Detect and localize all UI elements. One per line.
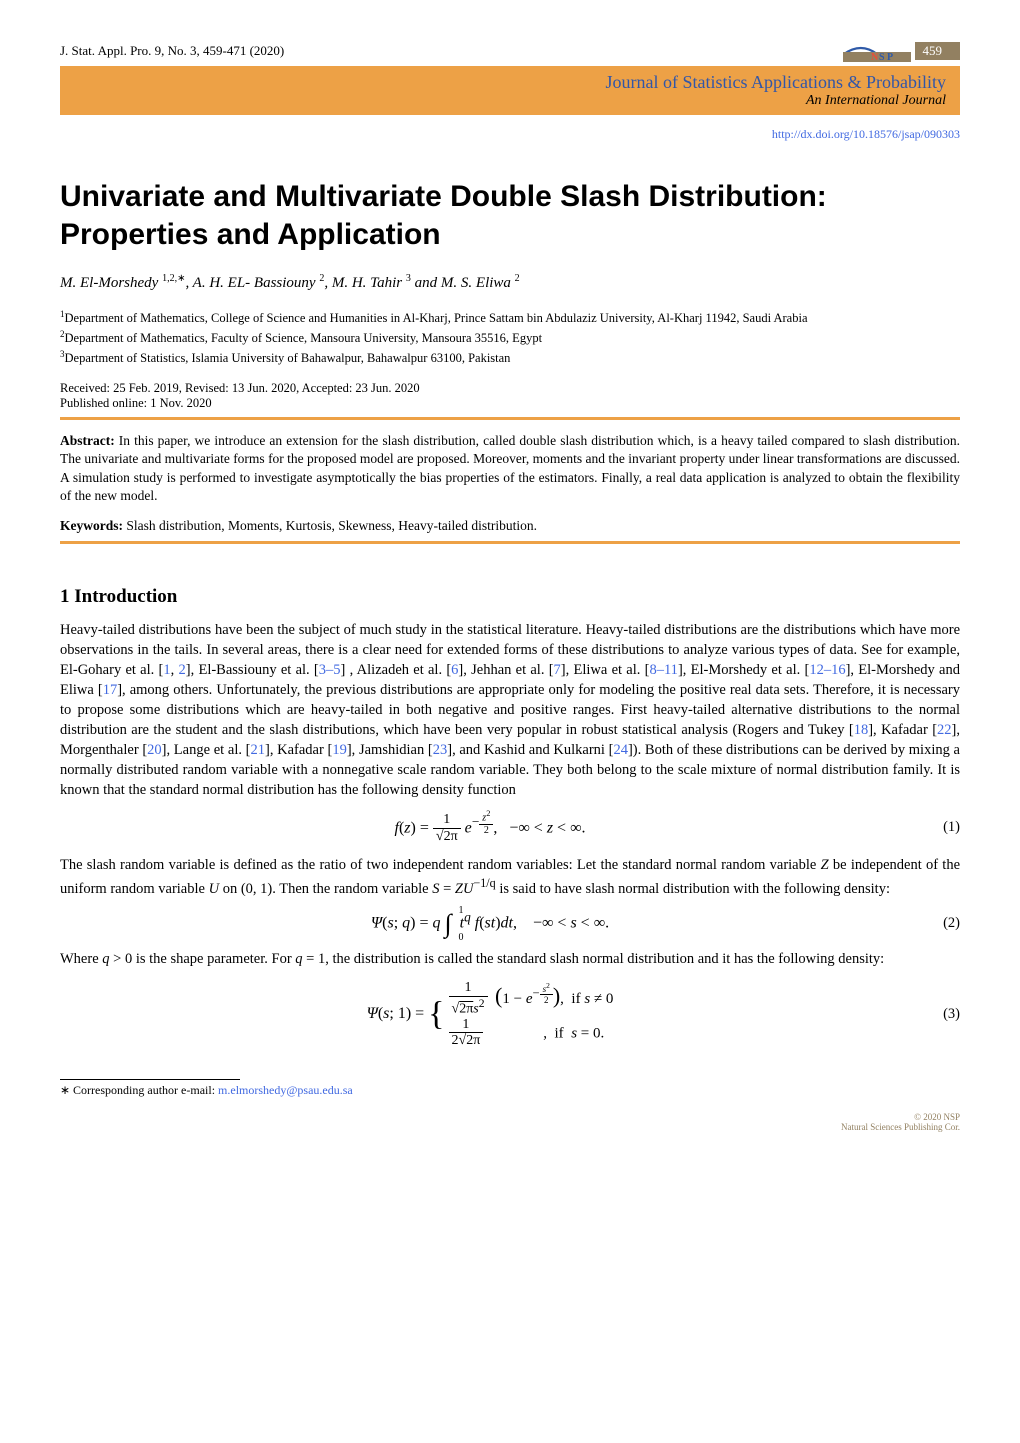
paper-title: Univariate and Multivariate Double Slash…: [60, 178, 960, 253]
abstract-text: In this paper, we introduce an extension…: [60, 433, 960, 503]
page-number: 459: [915, 42, 961, 60]
corresponding-label: ∗ Corresponding author e-mail:: [60, 1083, 218, 1097]
ref-6[interactable]: 6: [451, 662, 458, 678]
equation-2-number: (2): [920, 915, 960, 932]
affiliation-1: 1Department of Mathematics, College of S…: [60, 308, 960, 327]
footnote-rule: [60, 1079, 240, 1080]
journal-banner: Journal of Statistics Applications & Pro…: [60, 66, 960, 115]
intro-paragraph-1: Heavy-tailed distributions have been the…: [60, 620, 960, 800]
equation-3: Ψ(s; 1) = { 1√2πs2 (1 − e−s22), if s ≠ 0…: [60, 979, 960, 1050]
nsp-logo-icon: N S P: [843, 40, 911, 62]
svg-text:S P: S P: [879, 52, 893, 62]
authors-text: M. El-Morshedy: [60, 275, 158, 291]
intro-paragraph-2: The slash random variable is defined as …: [60, 855, 960, 899]
publisher-line: Natural Sciences Publishing Cor.: [60, 1122, 960, 1132]
received-revised-accepted: Received: 25 Feb. 2019, Revised: 13 Jun.…: [60, 381, 960, 396]
authors-line: M. El-Morshedy 1,2,∗, A. H. EL- Bassioun…: [60, 273, 960, 292]
section-1-heading: 1 Introduction: [60, 586, 960, 608]
journal-title: Journal of Statistics Applications & Pro…: [74, 72, 946, 93]
ref-22[interactable]: 22: [937, 722, 952, 738]
abstract-block: Abstract: In this paper, we introduce an…: [60, 432, 960, 505]
ref-3-5[interactable]: 3–5: [319, 662, 341, 678]
ref-8-11[interactable]: 8–11: [649, 662, 677, 678]
doi-link[interactable]: http://dx.doi.org/10.18576/jsap/090303: [60, 127, 960, 142]
affiliation-2: 2Department of Mathematics, Faculty of S…: [60, 328, 960, 347]
ref-1[interactable]: 1: [163, 662, 170, 678]
equation-2-body: Ψ(s; q) = q ∫ 1 0 tq f(st)dt, −∞ < s < ∞…: [60, 909, 920, 939]
ref-18[interactable]: 18: [854, 722, 869, 738]
svg-text:N: N: [871, 52, 879, 62]
published-online: Published online: 1 Nov. 2020: [60, 396, 960, 411]
copyright-block: © 2020 NSP Natural Sciences Publishing C…: [60, 1112, 960, 1132]
keywords-text: Slash distribution, Moments, Kurtosis, S…: [126, 518, 537, 533]
equation-1-number: (1): [920, 819, 960, 836]
corresponding-author: ∗ Corresponding author e-mail: m.elmorsh…: [60, 1083, 960, 1098]
keywords-block: Keywords: Slash distribution, Moments, K…: [60, 517, 960, 535]
intro-paragraph-3: Where q > 0 is the shape parameter. For …: [60, 949, 960, 969]
ref-23[interactable]: 23: [433, 742, 448, 758]
divider-bottom: [60, 541, 960, 544]
ref-12-16[interactable]: 12–16: [809, 662, 845, 678]
divider-top: [60, 417, 960, 420]
ref-7[interactable]: 7: [554, 662, 561, 678]
equation-3-number: (3): [920, 1006, 960, 1023]
ref-2[interactable]: 2: [179, 662, 186, 678]
corresponding-email[interactable]: m.elmorshedy@psau.edu.sa: [218, 1083, 353, 1097]
copyright-line: © 2020 NSP: [60, 1112, 960, 1122]
journal-reference: J. Stat. Appl. Pro. 9, No. 3, 459-471 (2…: [60, 43, 284, 59]
ref-20[interactable]: 20: [147, 742, 162, 758]
equation-1: f(z) = 1√2π e−z22, −∞ < z < ∞. (1): [60, 810, 960, 845]
running-header: J. Stat. Appl. Pro. 9, No. 3, 459-471 (2…: [60, 40, 960, 62]
equation-1-body: f(z) = 1√2π e−z22, −∞ < z < ∞.: [60, 810, 920, 845]
ref-24[interactable]: 24: [613, 742, 628, 758]
ref-19[interactable]: 19: [332, 742, 347, 758]
journal-subtitle: An International Journal: [74, 93, 946, 109]
equation-3-body: Ψ(s; 1) = { 1√2πs2 (1 − e−s22), if s ≠ 0…: [60, 979, 920, 1050]
manuscript-dates: Received: 25 Feb. 2019, Revised: 13 Jun.…: [60, 381, 960, 411]
ref-21[interactable]: 21: [250, 742, 265, 758]
abstract-label: Abstract:: [60, 433, 115, 448]
equation-2: Ψ(s; q) = q ∫ 1 0 tq f(st)dt, −∞ < s < ∞…: [60, 909, 960, 939]
keywords-label: Keywords:: [60, 518, 123, 533]
affiliation-3: 3Department of Statistics, Islamia Unive…: [60, 348, 960, 367]
ref-17[interactable]: 17: [103, 682, 118, 698]
page-number-block: N S P 459: [843, 40, 961, 62]
